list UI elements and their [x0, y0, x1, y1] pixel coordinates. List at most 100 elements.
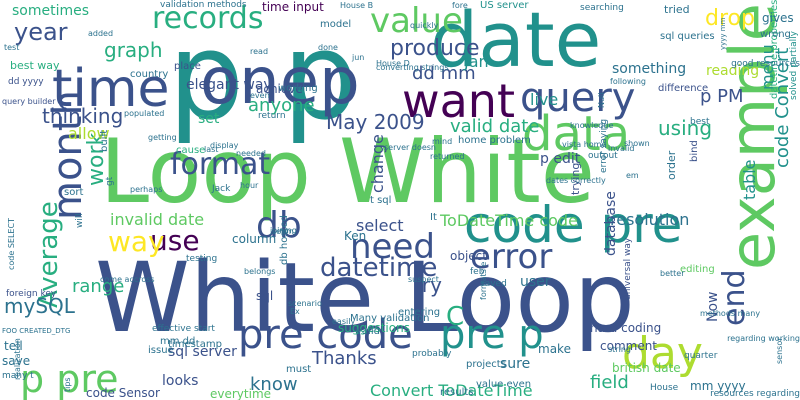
word-quickly-189: quickly	[410, 22, 438, 30]
word-field-44: field	[590, 374, 629, 392]
word-quarter-160: quarter	[684, 352, 717, 361]
word-read-190: read	[250, 48, 268, 56]
word-formats-e-176: formats e	[480, 262, 488, 300]
word-make-91: make	[538, 343, 571, 355]
word-mind-173: mind	[432, 138, 452, 146]
word-best-way-103: best way	[10, 60, 60, 71]
word-order-118: order	[666, 151, 677, 180]
word-db-hosted-116: db hosted	[280, 215, 290, 265]
word-following-128: following	[610, 78, 646, 86]
word-it-117: It	[430, 213, 437, 223]
word-validation-methods-59: validation methods	[160, 1, 247, 10]
word-user-87: user	[520, 275, 551, 289]
word-model-124: model	[320, 20, 351, 30]
word-value-even-149: value even	[476, 380, 531, 390]
word-valid-date-37: valid date	[450, 118, 539, 136]
word-getting-130: getting	[148, 134, 177, 142]
word-c-93: C	[446, 304, 464, 330]
word-mm-dd-154: mm dd	[160, 337, 195, 347]
word-time-input-58: time input	[262, 1, 324, 13]
word-foo-created-dtg-108: FOO CREATED_DTG	[2, 328, 70, 335]
word-wrong-84: wrong	[760, 30, 791, 40]
word-sensor-155: sensor	[776, 337, 784, 364]
word-projects-92: projects	[466, 360, 506, 370]
word-testing-136: testing	[186, 255, 217, 264]
word-everytime-79: everytime	[210, 388, 271, 400]
word-set-100: set	[198, 112, 219, 126]
word-yyyy-mm-164: yyyy mm	[720, 18, 727, 50]
word-something-64: something	[612, 62, 686, 76]
word-table-48: table	[742, 159, 758, 200]
word-dd-yyyy-104: dd yyyy	[8, 78, 44, 87]
word-come-accross-135: come accross	[100, 276, 155, 284]
word-effective-start-152: effective start	[152, 325, 215, 334]
word-year-27: year	[14, 20, 68, 44]
word-database-73: database	[604, 191, 618, 256]
word-hour-174: hour	[240, 182, 258, 190]
word-jun-168: jun	[352, 54, 364, 62]
word-needed-171: needed	[236, 150, 266, 158]
word-perhaps-183: perhaps	[130, 186, 162, 194]
word-todatetime-code-53: ToDateTime code	[440, 213, 578, 229]
word-probably-141: probably	[412, 350, 452, 359]
word-entering-140: entering	[398, 308, 440, 318]
word-em-162: em	[626, 172, 639, 180]
word-dates-correctly-156: dates correctly	[546, 177, 606, 185]
word-looks-71: looks	[162, 374, 198, 388]
word-test-181: test	[4, 44, 19, 52]
word-sort-133: sort	[64, 188, 83, 198]
word-live-50: live	[530, 92, 558, 108]
word-drop-29: drop	[705, 8, 755, 30]
word-universal-way-74: universal way	[624, 238, 633, 300]
word-display-184: display	[210, 142, 238, 150]
word-us-server-60: US server	[480, 1, 529, 11]
word-mysql-39: mySQL	[4, 296, 75, 316]
word-easily-179: easily	[332, 318, 355, 326]
word-foreign-key-107: foreign key	[6, 290, 56, 299]
word-done-167: done	[318, 44, 338, 52]
word-suspect-175: suspect	[408, 276, 439, 284]
word-built-131: built	[100, 130, 110, 152]
word-home-problem-161: home problem	[458, 136, 531, 146]
word-graph-28: graph	[104, 40, 163, 60]
word-solved-partially-86: solved partially	[790, 31, 799, 100]
word-object-97: object	[450, 250, 487, 262]
word-resolution-54: resolution	[610, 212, 689, 228]
word-populated-185: populated	[124, 110, 164, 118]
word-vista-home-122: vista home	[562, 141, 606, 149]
word-bind-119: bind	[690, 140, 700, 162]
word-joining-180: joining	[270, 227, 297, 235]
word-jan-63: Jan	[464, 54, 489, 70]
word-converting-strings-127: converting strings	[376, 64, 449, 72]
word-code-sensor-78: code Sensor	[86, 387, 160, 399]
word-added-182: added	[88, 30, 113, 38]
word-way-22: way	[108, 228, 165, 256]
word-belongs-137: belongs	[244, 268, 275, 276]
word-will-134: will	[76, 213, 85, 228]
word-hard-coding-72: hard coding	[590, 322, 661, 334]
word-tips-112: tips	[64, 377, 72, 392]
word-better-144: better	[660, 270, 684, 278]
word-cause-99: cause	[176, 146, 205, 156]
word-return-129: return	[258, 112, 286, 121]
word-sometimes-52: sometimes	[12, 4, 89, 18]
word-string-150: string	[608, 346, 631, 354]
word-may-2009-36: May 2009	[326, 112, 425, 132]
word-house-151: House	[650, 384, 678, 393]
word-sql-queries-82: sql queries	[660, 32, 715, 42]
word-methods-many-145: methods many	[700, 310, 760, 318]
word-gt-132: gt	[106, 177, 115, 186]
word-country-102: country	[130, 70, 168, 80]
word-invalid-date-49: invalid date	[110, 212, 204, 228]
word-issue-98: issue	[148, 346, 174, 356]
word-jack-113: Jack	[212, 185, 230, 194]
word-working-123: working	[278, 84, 318, 94]
word-thanks-42: Thanks	[312, 350, 377, 368]
word-server-doesn-170: server doesn	[384, 144, 436, 152]
word-searching-61: searching	[580, 4, 624, 13]
word-tried-62: tried	[664, 4, 690, 15]
word-house-b-125: House B	[340, 2, 373, 10]
word-resources-regarding-147: resources regarding	[710, 390, 800, 399]
word-even-166: even	[250, 92, 270, 100]
